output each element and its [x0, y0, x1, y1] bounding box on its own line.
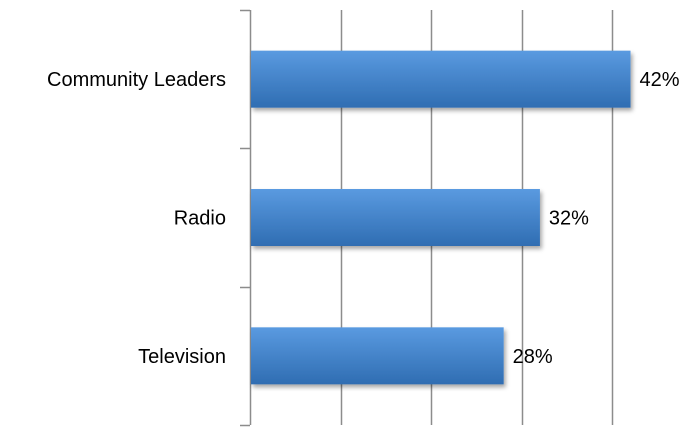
bar [251, 50, 631, 108]
category-label: Radio [174, 208, 226, 230]
bar [251, 189, 540, 246]
category-labels: Community Leaders Radio Television [47, 69, 226, 368]
bar [251, 327, 504, 385]
data-label: 28% [513, 346, 553, 368]
category-label: Television [138, 346, 226, 368]
category-label: Community Leaders [47, 69, 226, 91]
data-labels: 42% 32% 28% [513, 69, 680, 368]
bars [251, 50, 631, 385]
data-label: 32% [549, 208, 589, 230]
category-axis [240, 9, 252, 427]
data-label: 42% [640, 69, 680, 91]
